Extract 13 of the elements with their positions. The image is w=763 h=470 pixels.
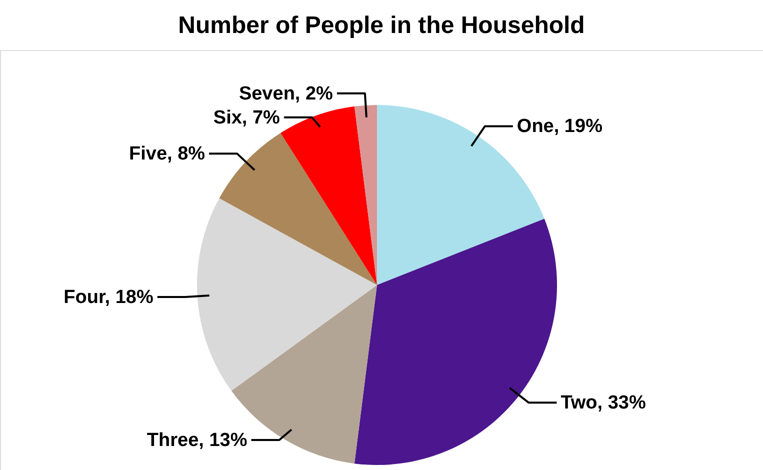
slice-label: Seven, 2% [238, 83, 334, 104]
pie-slice [354, 218, 557, 465]
slice-label: Two, 33% [560, 392, 646, 414]
pie-slice [280, 106, 377, 285]
slice-label: One, 19% [516, 116, 603, 138]
slice-label: Three, 13% [146, 430, 248, 451]
pie-slice [354, 105, 377, 285]
chart-title: Number of People in the Household [178, 12, 585, 39]
pie-slice [219, 133, 377, 285]
slice-label: Four, 18% [64, 287, 154, 308]
slice-label: Five, 8% [128, 144, 206, 165]
pie-slice [197, 198, 377, 391]
slice-label: Six, 7% [213, 107, 280, 128]
